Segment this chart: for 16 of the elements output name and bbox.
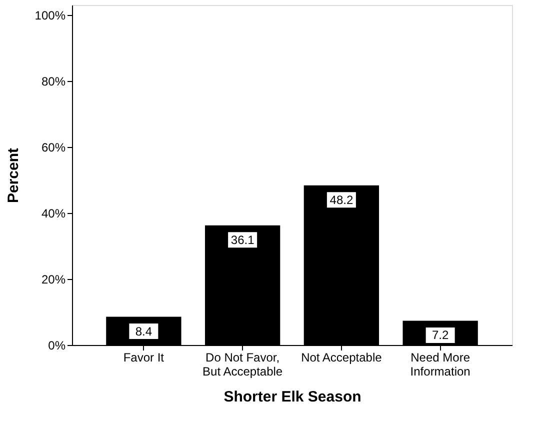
- data-label: 48.2: [330, 192, 354, 207]
- x-tick-label: Not Acceptable: [301, 350, 382, 364]
- y-tick-label: 20%: [41, 272, 66, 286]
- data-label: 7.2: [432, 328, 449, 342]
- data-label: 8.4: [135, 324, 152, 338]
- y-axis-title: Percent: [4, 148, 22, 204]
- y-tick-label: 100%: [34, 8, 66, 22]
- x-tick-label: Favor It: [123, 350, 165, 364]
- y-tick-label: 60%: [41, 140, 66, 154]
- y-tick-label: 40%: [41, 206, 66, 220]
- x-tick-label: Need More Information: [410, 350, 470, 378]
- x-axis-title: Shorter Elk Season: [224, 388, 362, 406]
- x-tick-label: Do Not Favor, But Acceptable: [202, 350, 283, 378]
- y-tick-label: 80%: [41, 74, 66, 88]
- data-label: 36.1: [230, 232, 255, 247]
- y-tick-label: 0%: [48, 338, 66, 352]
